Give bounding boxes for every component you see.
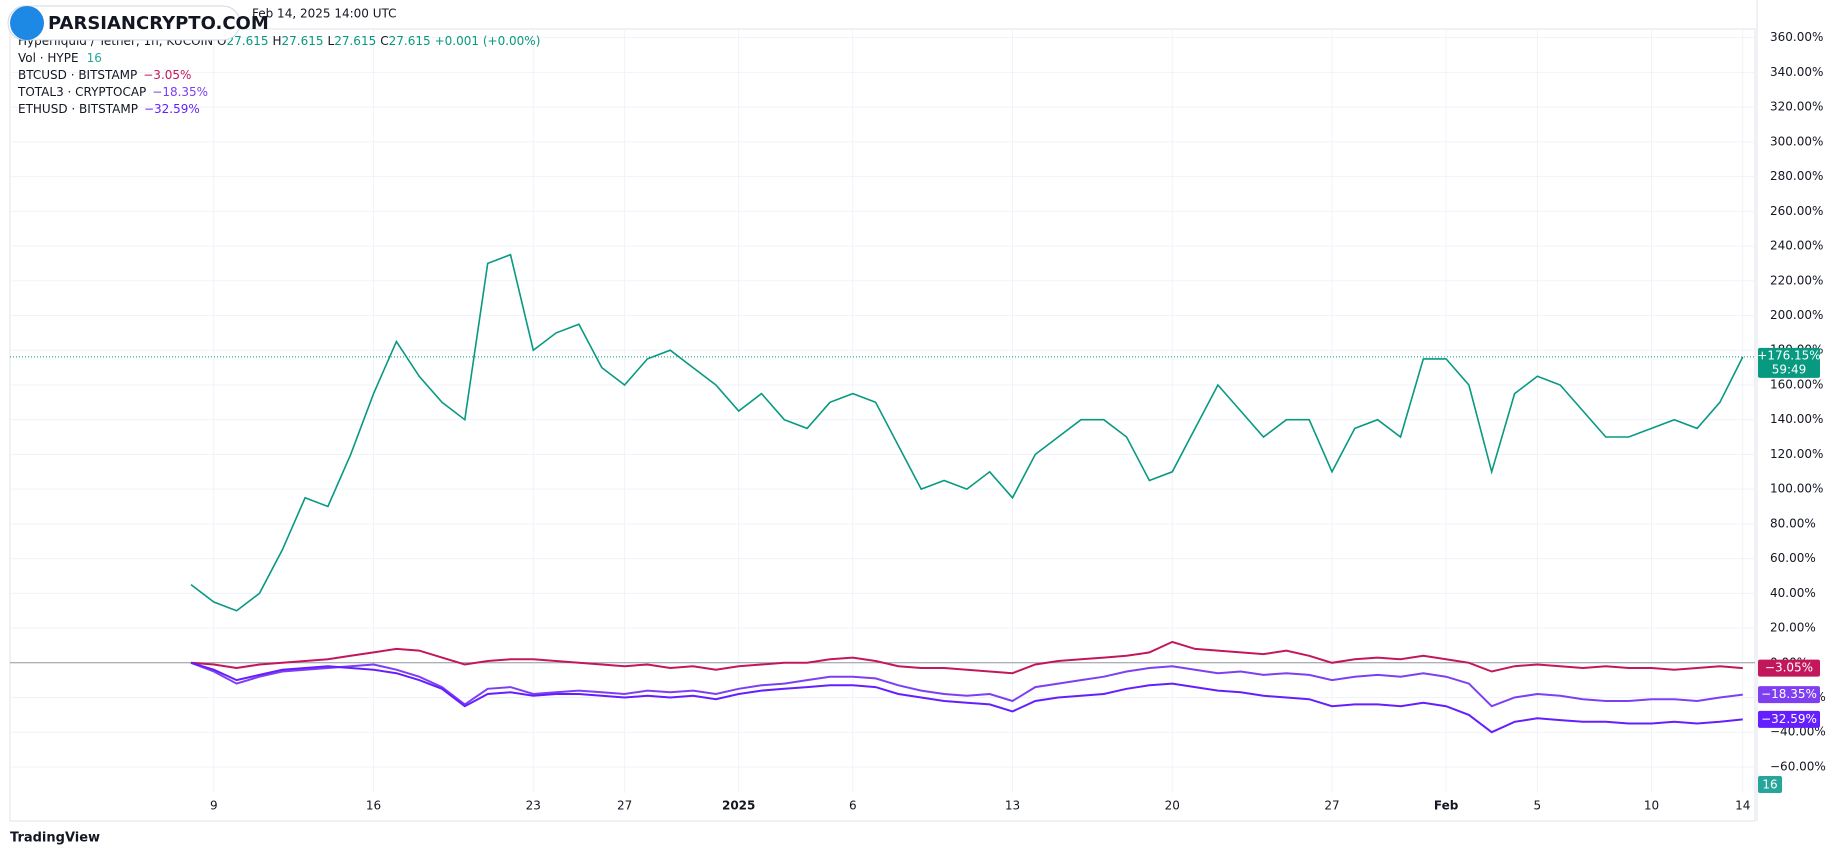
ohlc-value: 27.615 [282, 34, 324, 48]
legend-entry: ETHUSD · BITSTAMP −32.59% [18, 102, 200, 116]
y-tick-label: 360.00% [1770, 30, 1823, 44]
legend-value: −3.05% [143, 68, 191, 82]
ohlc-value: 27.615 [389, 34, 431, 48]
legend-volume: Vol · HYPE 16 [18, 51, 102, 65]
axis-badge [1758, 686, 1820, 704]
y-tick-label: 240.00% [1770, 239, 1823, 253]
volume-name: Vol · HYPE [18, 51, 79, 65]
y-tick-label: 80.00% [1770, 516, 1816, 530]
axis-badge-label: +176.15% [1757, 348, 1820, 362]
x-tick-label: 27 [617, 799, 632, 813]
x-tick-label: 13 [1005, 799, 1020, 813]
x-tick-label: 20 [1165, 799, 1180, 813]
legend-entry: BTCUSD · BITSTAMP −3.05% [18, 68, 191, 82]
x-tick-label: 10 [1644, 799, 1659, 813]
y-tick-label: 120.00% [1770, 447, 1823, 461]
y-tick-label: −40.00% [1770, 725, 1826, 739]
legend-change: +0.001 (+0.00%) [435, 34, 541, 48]
volume-badge [1758, 776, 1782, 793]
ohlc-value: 27.615 [334, 34, 376, 48]
x-tick-label: 27 [1324, 799, 1339, 813]
legend-name: ETHUSD · BITSTAMP [18, 102, 138, 116]
y-tick-label: 280.00% [1770, 169, 1823, 183]
axis-badge [1758, 710, 1820, 728]
y-tick-label: 60.00% [1770, 551, 1816, 565]
series-line [190, 661, 1743, 708]
axis-badge-label: −18.35% [1761, 687, 1817, 701]
y-tick-label: 340.00% [1770, 65, 1823, 79]
ohlc-label: H [273, 34, 282, 48]
y-tick-label: 260.00% [1770, 204, 1823, 218]
x-tick-label: 2025 [722, 799, 755, 813]
x-tick-label: 16 [366, 799, 381, 813]
axis-badge [1758, 347, 1820, 378]
pane [9, 28, 1756, 822]
countdown: 59:49 [1772, 362, 1807, 376]
x-tick-label: 5 [1534, 799, 1542, 813]
watermark-bg [7, 5, 241, 41]
watermark: PARSIANCRYPTO.COM [7, 5, 269, 41]
series-line [190, 661, 1743, 734]
y-tick-label: 100.00% [1770, 482, 1823, 496]
legend-entry: TOTAL3 · CRYPTOCAP −18.35% [17, 85, 208, 99]
legend-name: TOTAL3 · CRYPTOCAP [17, 85, 146, 99]
y-tick-label: 200.00% [1770, 308, 1823, 322]
watermark-text: PARSIANCRYPTO.COM [48, 13, 269, 34]
x-tick-label: 6 [849, 799, 857, 813]
legend-value: −18.35% [152, 85, 208, 99]
published: Feb 14, 2025 14:00 UTC [252, 7, 397, 21]
y-tick-label: 20.00% [1770, 621, 1816, 635]
ohlc-value: 27.615 [227, 34, 269, 48]
axis-badge-label: −32.59% [1761, 712, 1817, 726]
x-tick-label: Feb [1434, 799, 1459, 813]
axis-badge [1758, 659, 1820, 677]
series-line [190, 253, 1744, 612]
x-tick-label: 9 [210, 799, 218, 813]
ohlc-label: C [380, 34, 388, 48]
axis-badge-label: −3.05% [1765, 661, 1813, 675]
legend-value: −32.59% [144, 102, 200, 116]
y-tick-label: −60.00% [1770, 759, 1826, 773]
y-tick-label: 140.00% [1770, 412, 1823, 426]
watermark-logo [10, 6, 44, 40]
volume-value: 16 [87, 51, 102, 65]
footer: TradingView [10, 831, 100, 846]
volume-badge-label: 16 [1762, 778, 1777, 792]
x-tick-label: 23 [526, 799, 541, 813]
legend-name: BTCUSD · BITSTAMP [18, 68, 137, 82]
y-tick-label: 160.00% [1770, 377, 1823, 391]
y-tick-label: 40.00% [1770, 586, 1816, 600]
series-line [190, 640, 1743, 675]
y-tick-label: 300.00% [1770, 134, 1823, 148]
y-tick-label: 320.00% [1770, 100, 1823, 114]
ohlc-label: L [328, 34, 335, 48]
y-tick-label: 220.00% [1770, 273, 1823, 287]
x-tick-label: 14 [1735, 799, 1750, 813]
